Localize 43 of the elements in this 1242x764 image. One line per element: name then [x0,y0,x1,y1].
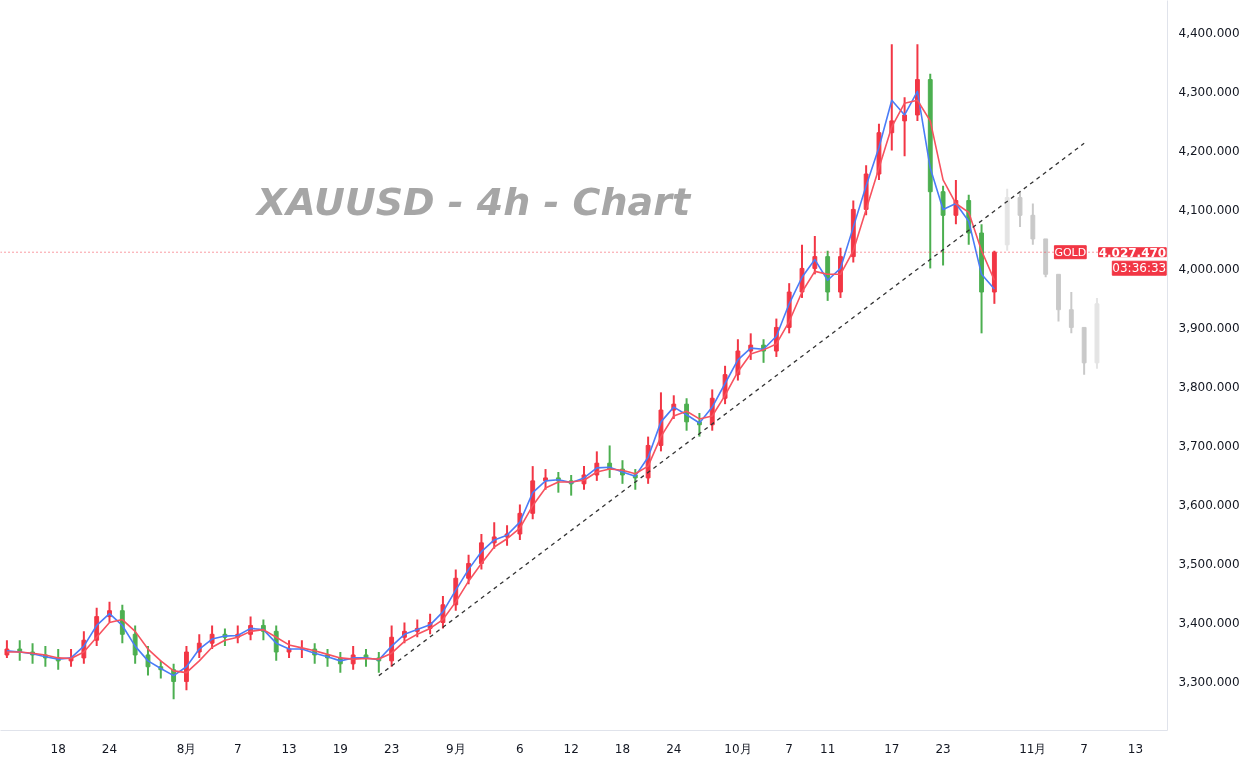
y-tick-label: 4,300.000 [1178,84,1240,99]
candlestick [902,96,908,158]
y-tick-label: 4,100.000 [1178,202,1240,217]
x-tick-label: 7 [1080,741,1088,756]
candlestick [1068,291,1074,335]
y-tick-label: 3,500.000 [1178,556,1240,571]
y-tick-label: 3,600.000 [1178,497,1240,512]
candlestick [1017,190,1023,229]
y-tick-label: 4,200.000 [1178,143,1240,158]
x-tick-label: 6 [516,741,524,756]
x-tick-label: 19 [332,741,348,756]
x-tick-label: 12 [563,741,579,756]
y-tick-label: 3,700.000 [1178,438,1240,453]
x-tick-label: 23 [935,741,951,756]
candlestick [1030,202,1036,246]
y-tick-label: 3,800.000 [1178,379,1240,394]
x-tick-label: 11 [820,741,836,756]
x-tick-label: 7 [785,741,794,756]
annotation: 4,027.470 [1098,245,1167,260]
ref-line-label: GOLD [1054,245,1087,259]
x-tick-label: 11月 [1019,741,1047,756]
x-tick-label: 23 [384,741,400,756]
text: XAUUSD - 4h - Chart [254,180,692,225]
x-tick-label: 9月 [445,741,466,756]
x-tick-label: 18 [50,741,66,756]
y-tick-label: 3,300.000 [1178,675,1240,690]
x-tick-label: 17 [884,741,900,756]
y-tick-label: 4,000.000 [1178,261,1240,276]
y-tick-label: 4,400.000 [1178,25,1240,40]
x-tick-label: 24 [101,741,118,756]
annotation: 03:36:33 [1112,261,1167,276]
candlestick [145,645,151,677]
x-tick-label: 7 [233,741,242,756]
y-tick-label: 3,400.000 [1178,616,1240,630]
x-tick-label: 13 [1127,741,1144,756]
x-tick-label: 13 [281,741,297,756]
x-tick-label: 24 [666,741,682,756]
x-tick-label: 8月 [176,741,197,756]
x-tick-label: 18 [614,741,631,756]
candlestick [940,184,946,267]
x-tick-label: 10月 [724,741,752,756]
candlestick [543,468,548,491]
y-tick-label: 3,900.000 [1178,320,1240,335]
